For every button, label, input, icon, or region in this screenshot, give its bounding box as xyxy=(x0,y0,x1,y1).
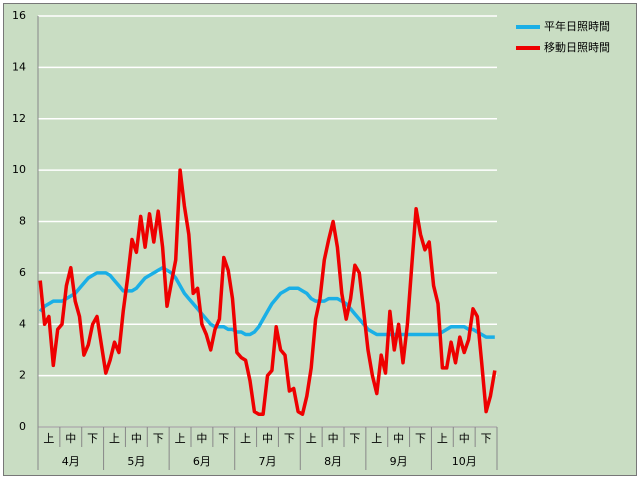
x-tick-label: 中 xyxy=(131,432,142,445)
y-tick-label: 0 xyxy=(19,420,26,433)
x-tick-label: 下 xyxy=(349,432,360,445)
y-tick-label: 8 xyxy=(19,215,26,228)
x-tick-label: 下 xyxy=(218,432,229,445)
x-tick-label: 上 xyxy=(109,432,120,445)
x-tick-label: 中 xyxy=(65,432,76,445)
x-tick-label: 上 xyxy=(306,432,317,445)
x-tick-label: 上 xyxy=(371,432,382,445)
legend-label: 平年日照時間 xyxy=(544,19,610,33)
x-tick-label: 下 xyxy=(153,432,164,445)
x-tick-label: 上 xyxy=(240,432,251,445)
y-tick-label: 12 xyxy=(12,112,26,125)
month-label: 8月 xyxy=(324,455,342,468)
y-tick-label: 14 xyxy=(12,60,26,73)
x-tick-label: 上 xyxy=(175,432,186,445)
x-tick-label: 下 xyxy=(87,432,98,445)
month-label: 7月 xyxy=(259,455,277,468)
y-tick-label: 6 xyxy=(19,266,26,279)
series-line xyxy=(38,265,495,339)
month-label: 4月 xyxy=(62,455,80,468)
x-tick-label: 上 xyxy=(43,432,54,445)
y-tick-label: 2 xyxy=(19,369,26,382)
month-label: 9月 xyxy=(390,455,408,468)
legend-label: 移動日照時間 xyxy=(544,40,610,54)
x-tick-label: 下 xyxy=(284,432,295,445)
y-tick-label: 10 xyxy=(12,163,26,176)
x-tick-label: 下 xyxy=(415,432,426,445)
month-label: 5月 xyxy=(127,455,145,468)
series-line xyxy=(38,168,497,416)
x-tick-label: 上 xyxy=(437,432,448,445)
month-label: 6月 xyxy=(193,455,211,468)
y-tick-label: 16 xyxy=(12,9,26,22)
x-tick-label: 中 xyxy=(262,432,273,445)
x-tick-label: 中 xyxy=(328,432,339,445)
chart-area xyxy=(3,3,637,476)
x-tick-label: 中 xyxy=(393,432,404,445)
y-tick-label: 4 xyxy=(19,317,26,330)
x-tick-label: 下 xyxy=(481,432,492,445)
x-tick-label: 中 xyxy=(459,432,470,445)
month-label: 10月 xyxy=(452,455,477,468)
x-tick-label: 中 xyxy=(196,432,207,445)
